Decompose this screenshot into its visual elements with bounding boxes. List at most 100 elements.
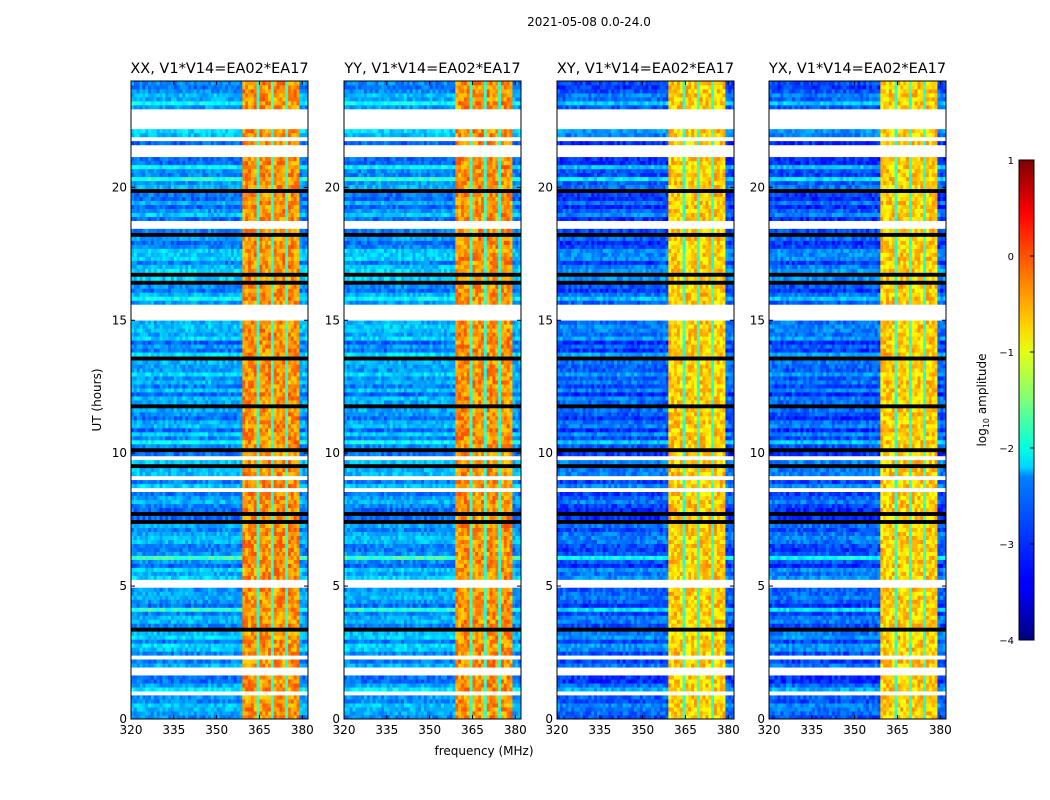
heatmap-cell	[236, 515, 240, 521]
heatmap-cell	[245, 415, 249, 421]
heatmap-cell	[142, 415, 146, 421]
heatmap-cell	[245, 419, 249, 425]
heatmap-cell	[268, 539, 272, 544]
heatmap-cell	[185, 515, 189, 521]
heatmap-cell	[282, 547, 286, 552]
heatmap-cell	[173, 419, 178, 425]
heatmap-cell	[139, 647, 143, 652]
heatmap-cell	[299, 615, 303, 620]
heatmap-cell	[202, 459, 206, 465]
heatmap-cell	[259, 607, 263, 612]
heatmap-cell	[213, 499, 218, 505]
heatmap-cell	[296, 479, 300, 485]
heatmap-cell	[305, 563, 309, 568]
heatmap-cell	[159, 567, 163, 572]
heatmap-cell	[196, 571, 200, 576]
heatmap-cell	[248, 344, 252, 349]
heatmap-cell	[239, 431, 243, 437]
heatmap-cell	[285, 435, 289, 441]
heatmap-cell	[242, 547, 246, 552]
heatmap-cell	[239, 707, 243, 712]
heatmap-cell	[285, 376, 289, 381]
heatmap-cell	[228, 707, 232, 712]
heatmap-cell	[228, 348, 232, 353]
heatmap-cell	[279, 611, 283, 616]
heatmap-cell	[242, 380, 246, 385]
heatmap-cell	[133, 352, 138, 357]
heatmap-cell	[302, 364, 306, 369]
heatmap-cell	[250, 607, 255, 612]
heatmap-cell	[270, 643, 275, 648]
heatmap-cell	[173, 388, 178, 393]
heatmap-cell	[145, 611, 149, 616]
heatmap-cell	[302, 360, 306, 365]
heatmap-cell	[222, 595, 226, 600]
heatmap-cell	[288, 531, 292, 536]
heatmap-cell	[273, 411, 277, 417]
heatmap-cell	[236, 451, 240, 457]
heatmap-cell	[193, 415, 198, 421]
heatmap-cell	[148, 411, 152, 417]
heatmap-cell	[182, 631, 186, 636]
heatmap-cell	[179, 575, 183, 580]
heatmap-cell	[162, 459, 166, 465]
heatmap-cell	[236, 647, 240, 652]
heatmap-cell	[196, 427, 200, 433]
heatmap-cell	[133, 360, 138, 365]
heatmap-cell	[268, 687, 272, 692]
heatmap-cell	[148, 663, 152, 668]
heatmap-cell	[142, 443, 146, 449]
heatmap-cell	[196, 483, 200, 489]
heatmap-cell	[259, 459, 263, 465]
heatmap-cell	[270, 491, 275, 497]
heatmap-cell	[225, 503, 229, 509]
heatmap-cell	[302, 687, 306, 692]
heatmap-cell	[162, 348, 166, 353]
heatmap-cell	[276, 535, 280, 540]
heatmap-cell	[239, 599, 243, 604]
heatmap-cell	[290, 543, 295, 548]
heatmap-cell	[176, 388, 180, 393]
heatmap-cell	[242, 515, 246, 521]
heatmap-cell	[182, 471, 186, 477]
heatmap-cell	[262, 703, 266, 708]
heatmap-cell	[290, 348, 295, 353]
heatmap-cell	[228, 603, 232, 608]
heatmap-cell	[299, 459, 303, 465]
heatmap-cell	[273, 376, 277, 381]
heatmap-cell	[159, 491, 163, 497]
heatmap-cell	[162, 643, 166, 648]
heatmap-cell	[288, 683, 292, 688]
heatmap-cell	[305, 364, 309, 369]
heatmap-cell	[205, 419, 209, 425]
heatmap-cell	[216, 599, 220, 604]
heatmap-cell	[142, 376, 146, 381]
heatmap-cell	[259, 427, 263, 433]
heatmap-cell	[193, 372, 198, 377]
heatmap-cell	[168, 352, 172, 357]
heatmap-cell	[293, 471, 297, 477]
heatmap-cell	[199, 467, 203, 473]
heatmap-cell	[153, 623, 158, 628]
heatmap-cell	[142, 711, 146, 716]
heatmap-cell	[296, 711, 300, 716]
heatmap-cell	[139, 372, 143, 377]
heatmap-cell	[242, 619, 246, 624]
heatmap-cell	[173, 663, 178, 668]
heatmap-cell	[276, 435, 280, 441]
heatmap-cell	[219, 711, 223, 716]
heatmap-cell	[285, 559, 289, 564]
heatmap-cell	[222, 507, 226, 513]
heatmap-cell	[193, 443, 198, 449]
heatmap-cell	[185, 675, 189, 680]
heatmap-cell	[216, 567, 220, 572]
heatmap-cell	[193, 388, 198, 393]
heatmap-cell	[162, 471, 166, 477]
heatmap-cell	[188, 423, 192, 429]
heatmap-cell	[193, 527, 198, 532]
heatmap-cell	[256, 503, 260, 509]
heatmap-cell	[173, 623, 178, 628]
heatmap-cell	[165, 543, 169, 548]
heatmap-cell	[285, 603, 289, 608]
heatmap-cell	[225, 635, 229, 640]
